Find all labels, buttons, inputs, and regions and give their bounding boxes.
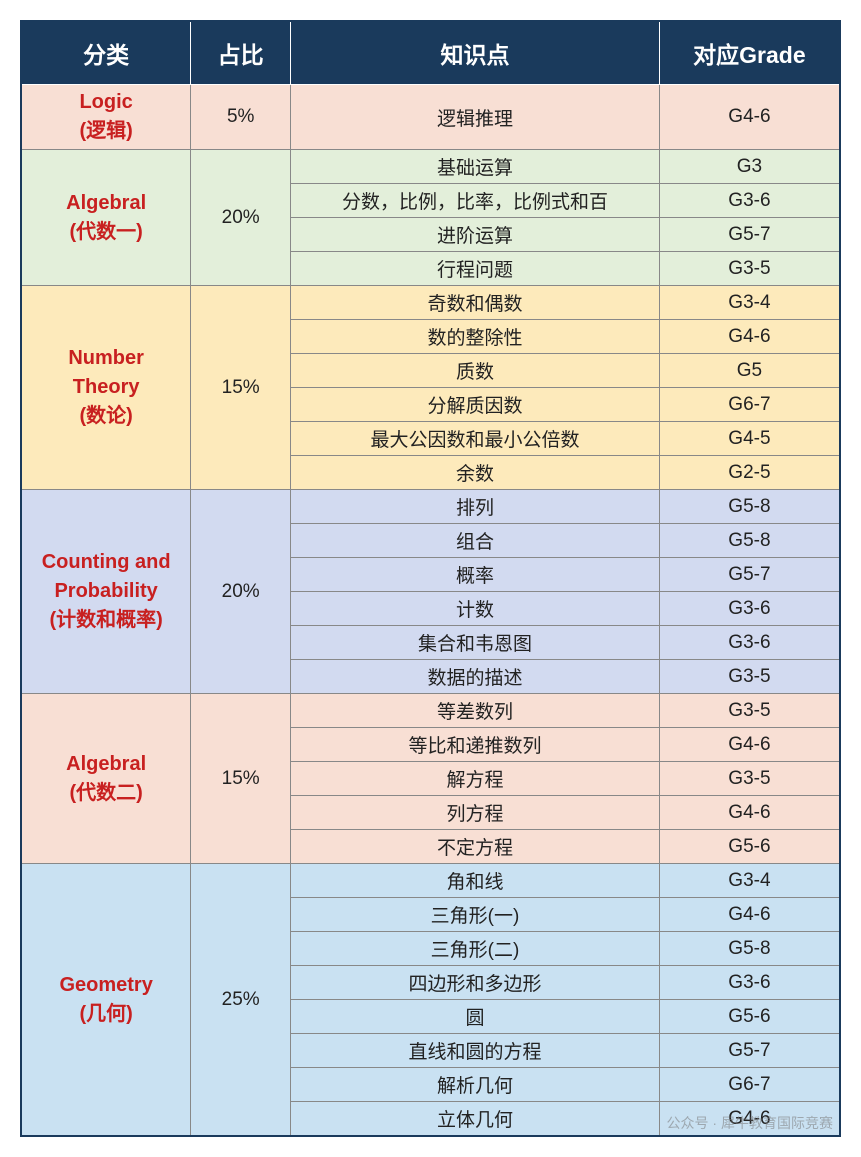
- grade-cell: G4-6: [659, 1102, 840, 1137]
- table-row: NumberTheory(数论)15%奇数和偶数G3-4: [21, 286, 840, 320]
- grade-cell: G5-7: [659, 1034, 840, 1068]
- grade-cell: G5-8: [659, 524, 840, 558]
- grade-cell: G5-6: [659, 1000, 840, 1034]
- topic-cell: 等差数列: [291, 694, 660, 728]
- topic-cell: 数据的描述: [291, 660, 660, 694]
- topic-cell: 三角形(二): [291, 932, 660, 966]
- grade-cell: G6-7: [659, 388, 840, 422]
- table-row: Counting andProbability(计数和概率)20%排列G5-8: [21, 490, 840, 524]
- category-cell: Algebral(代数二): [21, 694, 191, 864]
- grade-cell: G3-6: [659, 184, 840, 218]
- grade-cell: G3-4: [659, 286, 840, 320]
- topic-cell: 直线和圆的方程: [291, 1034, 660, 1068]
- table-row: Algebral(代数二)15%等差数列G3-5: [21, 694, 840, 728]
- topic-cell: 最大公因数和最小公倍数: [291, 422, 660, 456]
- grade-cell: G3-5: [659, 762, 840, 796]
- category-cell: Logic(逻辑): [21, 85, 191, 150]
- percent-cell: 15%: [191, 286, 291, 490]
- percent-cell: 5%: [191, 85, 291, 150]
- topic-cell: 质数: [291, 354, 660, 388]
- header-col-1: 占比: [191, 21, 291, 85]
- grade-cell: G2-5: [659, 456, 840, 490]
- topic-cell: 基础运算: [291, 150, 660, 184]
- topic-cell: 解析几何: [291, 1068, 660, 1102]
- topic-cell: 余数: [291, 456, 660, 490]
- table-row: Geometry(几何)25%角和线G3-4: [21, 864, 840, 898]
- topic-cell: 列方程: [291, 796, 660, 830]
- topic-cell: 计数: [291, 592, 660, 626]
- topic-cell: 进阶运算: [291, 218, 660, 252]
- category-cell: Geometry(几何): [21, 864, 191, 1137]
- table-row: Logic(逻辑)5%逻辑推理G4-6: [21, 85, 840, 150]
- grade-cell: G3-4: [659, 864, 840, 898]
- grade-cell: G6-7: [659, 1068, 840, 1102]
- grade-cell: G3-5: [659, 694, 840, 728]
- grade-cell: G4-6: [659, 320, 840, 354]
- grade-cell: G5-8: [659, 490, 840, 524]
- category-cell: Counting andProbability(计数和概率): [21, 490, 191, 694]
- grade-cell: G5-7: [659, 218, 840, 252]
- topic-cell: 分数，比例，比率，比例式和百: [291, 184, 660, 218]
- grade-cell: G5-7: [659, 558, 840, 592]
- grade-cell: G5: [659, 354, 840, 388]
- grade-cell: G3-6: [659, 626, 840, 660]
- topic-cell: 角和线: [291, 864, 660, 898]
- grade-cell: G4-6: [659, 898, 840, 932]
- grade-cell: G4-6: [659, 796, 840, 830]
- percent-cell: 15%: [191, 694, 291, 864]
- header-col-3: 对应Grade: [659, 21, 840, 85]
- percent-cell: 25%: [191, 864, 291, 1137]
- grade-cell: G4-6: [659, 85, 840, 150]
- grade-cell: G4-5: [659, 422, 840, 456]
- grade-cell: G5-6: [659, 830, 840, 864]
- topic-cell: 数的整除性: [291, 320, 660, 354]
- percent-cell: 20%: [191, 150, 291, 286]
- grade-cell: G5-8: [659, 932, 840, 966]
- topic-cell: 排列: [291, 490, 660, 524]
- topic-cell: 分解质因数: [291, 388, 660, 422]
- grade-cell: G3: [659, 150, 840, 184]
- topic-cell: 不定方程: [291, 830, 660, 864]
- grade-cell: G3-5: [659, 252, 840, 286]
- topic-cell: 行程问题: [291, 252, 660, 286]
- topic-cell: 逻辑推理: [291, 85, 660, 150]
- topic-cell: 解方程: [291, 762, 660, 796]
- percent-cell: 20%: [191, 490, 291, 694]
- topic-cell: 圆: [291, 1000, 660, 1034]
- topic-cell: 立体几何: [291, 1102, 660, 1137]
- topic-cell: 集合和韦恩图: [291, 626, 660, 660]
- category-cell: Algebral(代数一): [21, 150, 191, 286]
- topic-cell: 三角形(一): [291, 898, 660, 932]
- topic-cell: 概率: [291, 558, 660, 592]
- grade-cell: G4-6: [659, 728, 840, 762]
- header-col-2: 知识点: [291, 21, 660, 85]
- table-row: Algebral(代数一)20%基础运算G3: [21, 150, 840, 184]
- topic-cell: 组合: [291, 524, 660, 558]
- category-cell: NumberTheory(数论): [21, 286, 191, 490]
- grade-cell: G3-5: [659, 660, 840, 694]
- grade-cell: G3-6: [659, 592, 840, 626]
- table-wrapper: 分类占比知识点对应Grade Logic(逻辑)5%逻辑推理G4-6Algebr…: [20, 20, 841, 1137]
- curriculum-table: 分类占比知识点对应Grade Logic(逻辑)5%逻辑推理G4-6Algebr…: [20, 20, 841, 1137]
- topic-cell: 等比和递推数列: [291, 728, 660, 762]
- topic-cell: 奇数和偶数: [291, 286, 660, 320]
- header-col-0: 分类: [21, 21, 191, 85]
